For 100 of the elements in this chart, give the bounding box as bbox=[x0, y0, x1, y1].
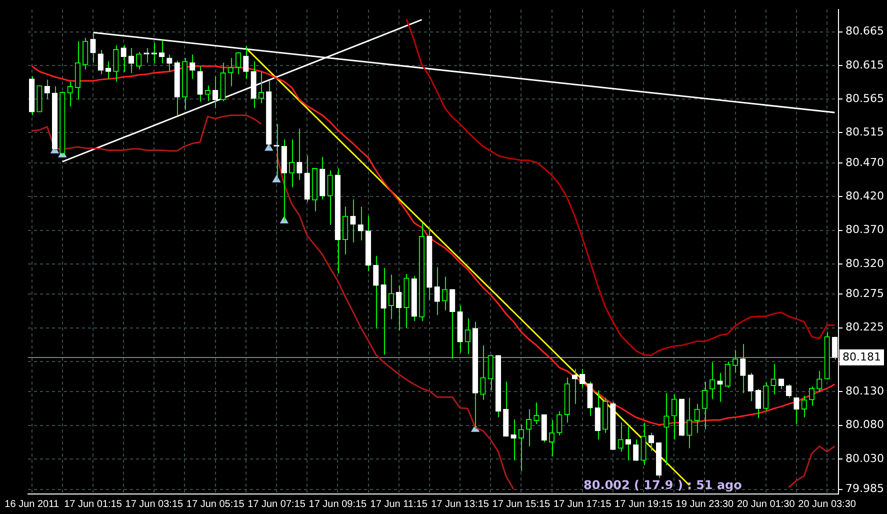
candlestick bbox=[732, 350, 738, 374]
candlestick bbox=[755, 388, 762, 418]
y-tick-label: 80.320 bbox=[846, 256, 884, 270]
x-tick-label: 17 Jun 17:15 bbox=[553, 498, 612, 510]
candlestick bbox=[197, 66, 203, 102]
y-tick-label: 80.515 bbox=[846, 126, 884, 139]
x-tick-label: 16 Jun 2011 bbox=[4, 498, 60, 510]
y-tick-label: 80.225 bbox=[846, 320, 884, 334]
candlestick bbox=[105, 60, 112, 80]
candlestick bbox=[113, 44, 119, 82]
candlestick bbox=[67, 81, 73, 107]
y-tick-label: 80.130 bbox=[846, 384, 884, 398]
y-tick-label: 79.985 bbox=[846, 482, 884, 496]
candlestick bbox=[327, 170, 333, 226]
y-tick-label: 80.615 bbox=[846, 58, 884, 72]
candlestick bbox=[74, 40, 81, 100]
candlestick bbox=[518, 424, 524, 472]
x-tick-label: 17 Jun 11:15 bbox=[370, 498, 428, 510]
x-tick-label: 20 Jun 03:30 bbox=[798, 498, 856, 510]
candlestick bbox=[740, 343, 746, 394]
y-tick-label: 80.275 bbox=[846, 287, 884, 300]
candlestick bbox=[724, 360, 730, 388]
candlestick bbox=[373, 255, 379, 329]
candlestick bbox=[380, 267, 386, 356]
candlestick bbox=[190, 54, 196, 80]
candlestick bbox=[816, 370, 822, 393]
candlestick bbox=[794, 396, 800, 425]
candlestick bbox=[717, 372, 723, 402]
y-tick-label: 80.420 bbox=[846, 189, 884, 202]
candlestick bbox=[510, 418, 516, 461]
y-tick-label: 80.370 bbox=[846, 223, 884, 236]
candlestick bbox=[228, 58, 234, 87]
candlestick bbox=[748, 372, 754, 402]
candlestick bbox=[480, 344, 486, 400]
x-tick-label: 17 Jun 07:15 bbox=[248, 498, 306, 510]
candlestick bbox=[82, 37, 88, 70]
x-tick-label: 17 Jun 03:15 bbox=[125, 498, 184, 510]
x-tick-label: 17 Jun 05:15 bbox=[186, 498, 245, 510]
candlestick bbox=[166, 54, 172, 72]
candlestick bbox=[136, 51, 142, 70]
candlestick bbox=[358, 206, 364, 241]
candlestick bbox=[526, 408, 532, 447]
x-tick-label: 20 Jun 01:30 bbox=[736, 498, 796, 510]
candlestick bbox=[594, 390, 600, 440]
candlestick bbox=[434, 266, 440, 316]
candlestick bbox=[342, 206, 348, 255]
candlestick bbox=[640, 422, 646, 466]
candlestick bbox=[763, 382, 769, 412]
x-tick-label: 17 Jun 15:15 bbox=[492, 498, 551, 510]
y-tick-label: 80.665 bbox=[846, 24, 884, 38]
x-tick-label: 17 Jun 13:15 bbox=[431, 498, 490, 510]
candlestick bbox=[580, 368, 586, 388]
candlestick bbox=[442, 276, 448, 311]
candlestick bbox=[350, 198, 356, 243]
candlestick bbox=[464, 318, 470, 355]
y-tick-label: 80.565 bbox=[846, 92, 884, 105]
candlestick bbox=[694, 403, 700, 434]
y-tick-label: 80.030 bbox=[846, 452, 884, 465]
candlestick bbox=[556, 410, 562, 436]
candlestick bbox=[288, 138, 295, 188]
candlestick bbox=[633, 439, 639, 462]
candlestick bbox=[801, 395, 807, 418]
candlestick bbox=[158, 40, 165, 64]
candlestick bbox=[770, 364, 776, 395]
candlestick bbox=[388, 274, 394, 320]
candlestick bbox=[296, 128, 302, 180]
candlestick bbox=[488, 354, 494, 391]
candlestick bbox=[151, 42, 157, 64]
candlestick bbox=[212, 76, 218, 108]
y-tick-label: 80.470 bbox=[846, 156, 884, 169]
candlestick bbox=[664, 392, 670, 466]
candlestick bbox=[686, 397, 692, 449]
candlestick bbox=[98, 49, 104, 75]
candlestick bbox=[128, 47, 134, 74]
candlestick bbox=[44, 79, 50, 100]
candlestick bbox=[710, 362, 716, 400]
candlestick bbox=[144, 47, 150, 64]
candlestick bbox=[235, 51, 242, 75]
x-tick-label: 17 Jun 01:15 bbox=[64, 498, 122, 510]
x-tick-label: 19 Jun 23:30 bbox=[676, 498, 734, 510]
y-tick-label: 80.080 bbox=[846, 418, 884, 432]
candlestick bbox=[204, 85, 211, 102]
candlestick bbox=[120, 44, 126, 73]
candlestick bbox=[243, 45, 249, 80]
candlestick bbox=[808, 386, 815, 406]
candlestick bbox=[572, 368, 578, 404]
candlestick bbox=[618, 422, 624, 452]
candlestick bbox=[548, 419, 555, 457]
candlestick bbox=[671, 394, 677, 440]
candlestick bbox=[702, 381, 708, 430]
annotation: 80.002 ( 17.9 ) : 51 ago bbox=[584, 478, 742, 492]
x-tick-label: 17 Jun 19:15 bbox=[614, 498, 673, 510]
candlestick bbox=[648, 432, 654, 452]
x-tick-label: 17 Jun 09:15 bbox=[308, 498, 368, 510]
candlestick bbox=[587, 381, 593, 416]
candlestick bbox=[396, 284, 402, 332]
candlestick bbox=[258, 72, 264, 104]
candlestick bbox=[786, 384, 792, 398]
candlestick bbox=[450, 288, 456, 360]
candlestick bbox=[534, 402, 540, 425]
